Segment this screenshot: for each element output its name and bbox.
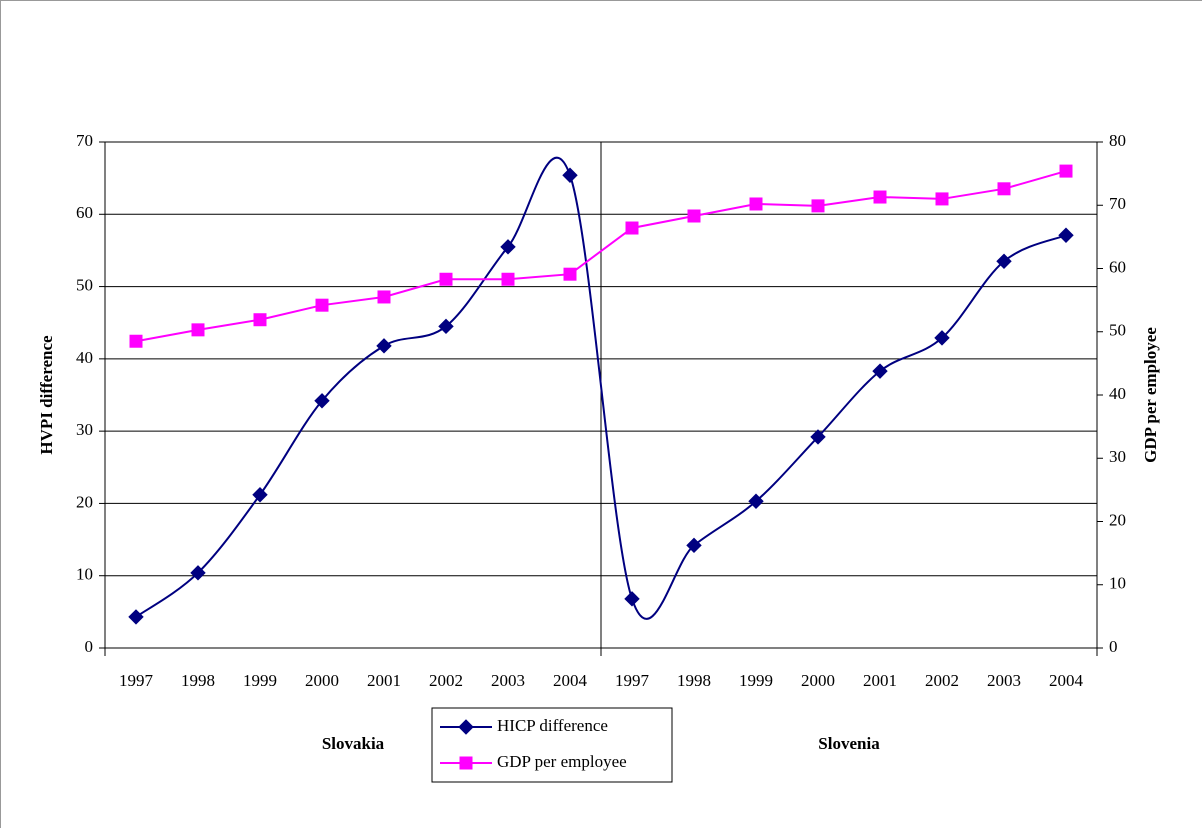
data-point — [625, 221, 639, 235]
y2-tick-label: 10 — [1109, 574, 1126, 593]
data-point — [562, 167, 578, 183]
x-tick-label: 1998 — [677, 671, 711, 690]
data-point — [190, 565, 206, 581]
data-point — [315, 298, 329, 312]
x-tick-label: 2004 — [553, 671, 588, 690]
x-tick-label: 2002 — [429, 671, 463, 690]
y2-tick-label: 50 — [1109, 321, 1126, 340]
data-point — [563, 267, 577, 281]
x-tick-label: 2000 — [305, 671, 339, 690]
y2-tick-label: 70 — [1109, 194, 1126, 213]
y-tick-label: 10 — [76, 565, 93, 584]
x-tick-label: 2004 — [1049, 671, 1084, 690]
y-axis-title: HVPI difference — [37, 335, 56, 455]
group-label: Slovenia — [818, 734, 880, 753]
data-point — [873, 190, 887, 204]
x-tick-label: 1997 — [615, 671, 650, 690]
x-tick-label: 1997 — [119, 671, 154, 690]
data-point — [252, 487, 268, 503]
y-tick-label: 70 — [76, 131, 93, 150]
data-point — [439, 272, 453, 286]
data-point — [686, 537, 702, 554]
data-point — [872, 363, 888, 379]
series-line — [135, 156, 1067, 620]
data-point — [128, 609, 144, 625]
x-tick-label: 2002 — [925, 671, 959, 690]
y-tick-label: 40 — [76, 348, 93, 367]
data-point — [129, 334, 143, 348]
legend-label: GDP per employee — [497, 752, 627, 771]
x-tick-label: 1999 — [243, 671, 277, 690]
x-tick-label: 2001 — [367, 671, 401, 690]
data-point — [191, 323, 205, 337]
y-tick-label: 0 — [85, 637, 94, 656]
data-point — [934, 330, 950, 346]
x-tick-label: 2003 — [491, 671, 525, 690]
y2-tick-label: 20 — [1109, 510, 1126, 529]
y-tick-label: 20 — [76, 492, 93, 511]
data-point — [687, 209, 701, 223]
data-point — [501, 272, 515, 286]
data-point — [811, 199, 825, 213]
data-point — [1058, 227, 1074, 243]
data-point — [314, 393, 330, 409]
data-point — [748, 493, 764, 509]
data-point — [996, 253, 1012, 269]
data-point — [935, 192, 949, 206]
data-point — [253, 313, 267, 327]
data-point — [810, 429, 826, 445]
x-tick-label: 2003 — [987, 671, 1021, 690]
legend — [431, 707, 673, 783]
y2-tick-label: 0 — [1109, 637, 1118, 656]
y2-tick-label: 30 — [1109, 447, 1126, 466]
data-point — [624, 591, 640, 607]
y-tick-label: 60 — [76, 203, 93, 222]
legend-label: HICP difference — [497, 716, 608, 735]
x-tick-label: 1999 — [739, 671, 773, 690]
data-point — [377, 290, 391, 304]
data-point — [438, 318, 454, 335]
group-label: Slovakia — [322, 734, 385, 753]
data-point — [997, 182, 1011, 196]
y2-tick-label: 60 — [1109, 257, 1126, 276]
series-line — [135, 170, 1067, 343]
y-tick-label: 50 — [76, 275, 93, 294]
y2-tick-label: 80 — [1109, 131, 1126, 150]
data-point — [500, 239, 516, 255]
x-tick-label: 2001 — [863, 671, 897, 690]
data-point — [749, 197, 763, 211]
y2-tick-label: 40 — [1109, 384, 1126, 403]
y2-axis-title: GDP per employee — [1141, 327, 1160, 463]
legend-marker — [458, 719, 474, 735]
data-point — [1059, 164, 1073, 178]
x-tick-label: 2000 — [801, 671, 835, 690]
y-tick-label: 30 — [76, 420, 93, 439]
legend-marker — [459, 756, 473, 770]
x-tick-label: 1998 — [181, 671, 215, 690]
data-point — [376, 338, 392, 354]
